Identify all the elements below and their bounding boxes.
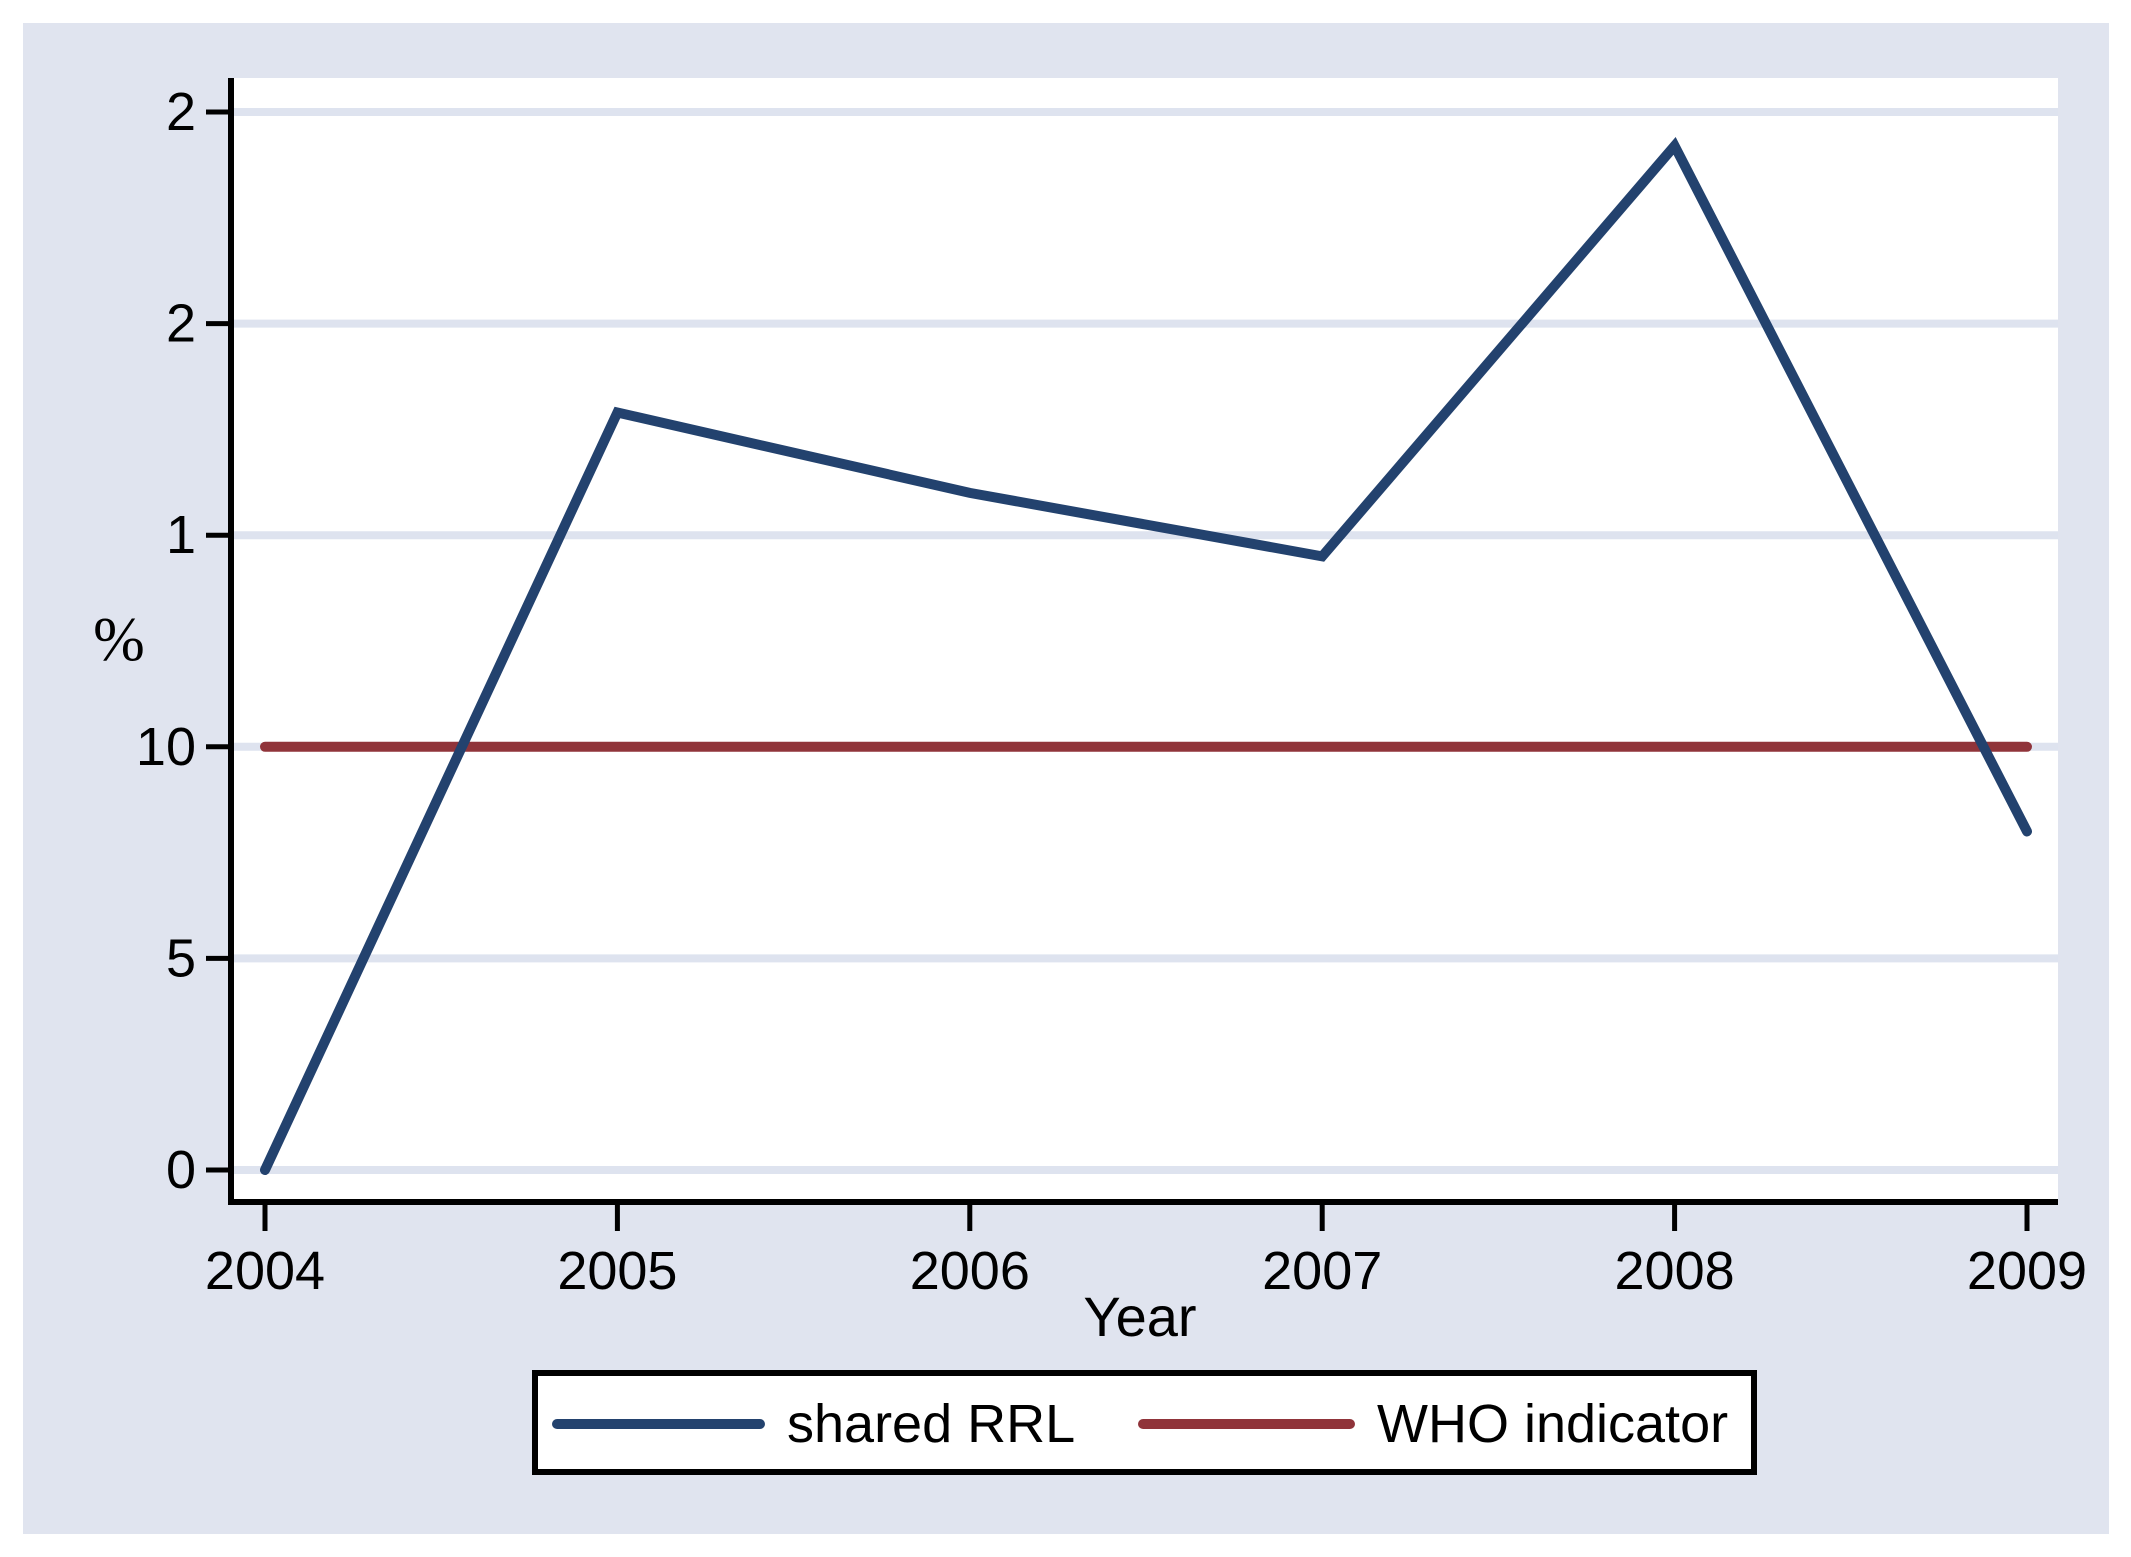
x-tick-label: 2007 <box>1262 1241 1382 1301</box>
x-tick-label: 2008 <box>1615 1241 1735 1301</box>
x-axis-title: Year <box>1083 1285 1196 1348</box>
y-axis-title: % <box>93 606 145 674</box>
x-tick-label: 2009 <box>1967 1241 2087 1301</box>
series-lines <box>260 136 2032 1175</box>
x-tick-label: 2004 <box>205 1241 325 1301</box>
plot-area <box>232 78 2058 1202</box>
y-tick-label: 1 <box>166 505 196 565</box>
x-tick-marks <box>262 1205 2030 1231</box>
y-tick-label: 5 <box>166 928 196 988</box>
legend-label-who-indicator: WHO indicator <box>1377 1394 1728 1454</box>
x-tick-label: 2006 <box>910 1241 1030 1301</box>
y-tick-label: 10 <box>136 717 196 777</box>
y-tick-label: 2 <box>166 82 196 142</box>
x-tick-label: 2005 <box>557 1241 677 1301</box>
y-tick-labels: 0 5 10 1 2 2 <box>136 82 196 1200</box>
x-tick-labels: 2004 2005 2006 2007 2008 2009 <box>205 1241 2087 1301</box>
series-line-shared-rrl <box>260 136 2032 1175</box>
y-tick-marks <box>206 109 230 1173</box>
y-tick-label: 2 <box>166 294 196 354</box>
y-tick-label: 0 <box>166 1140 196 1200</box>
legend: shared RRL WHO indicator <box>532 1370 1757 1475</box>
legend-label-shared-rrl: shared RRL <box>787 1394 1075 1454</box>
